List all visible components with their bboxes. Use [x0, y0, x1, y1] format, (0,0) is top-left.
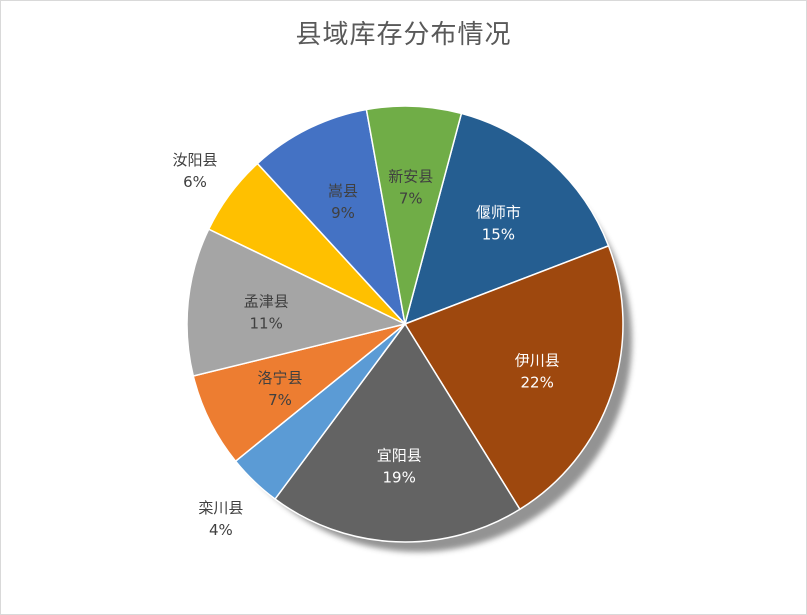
pie-slice-1[interactable]	[403, 112, 610, 326]
pie-slice-9[interactable]	[365, 105, 463, 325]
pie-slice-2[interactable]	[403, 244, 624, 511]
slice-value-label: 19%	[383, 468, 416, 486]
slice-value-label: 4%	[209, 521, 233, 539]
slice-value-label: 9%	[331, 204, 355, 222]
slice-value-label: 7%	[399, 190, 423, 208]
slice-value-label: 11%	[250, 314, 283, 332]
slice-value-label: 6%	[183, 173, 207, 191]
slice-category-label: 汝阳县	[172, 151, 217, 169]
slice-category-label: 嵩县	[328, 182, 358, 200]
pie-slice-8[interactable]	[256, 108, 407, 327]
chart-title: 县域库存分布情况	[295, 20, 512, 50]
slice-category-label: 偃师市	[476, 203, 521, 221]
slice-value-label: 7%	[268, 391, 292, 409]
slice-category-label: 伊川县	[515, 352, 560, 370]
slice-category-label: 洛宁县	[257, 369, 302, 387]
slice-value-label: 15%	[482, 225, 515, 243]
slice-category-label: 宜阳县	[377, 446, 422, 464]
slice-value-label: 22%	[521, 374, 554, 392]
slice-category-label: 新安县	[388, 168, 433, 186]
pie-slice-6[interactable]	[186, 228, 408, 377]
slice-category-label: 栾川县	[198, 499, 243, 517]
pie-slice-3[interactable]	[273, 322, 521, 543]
slice-category-label: 孟津县	[244, 292, 289, 310]
